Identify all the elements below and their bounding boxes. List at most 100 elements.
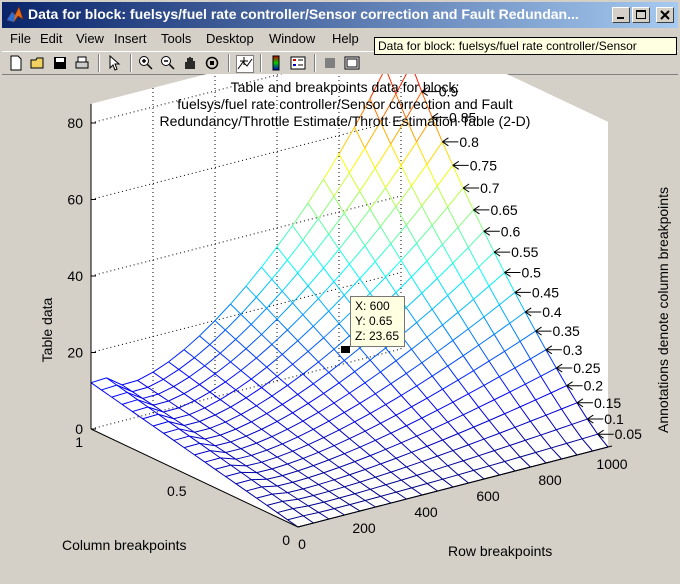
zoom-out-icon[interactable] bbox=[160, 55, 176, 71]
surface-mesh-line bbox=[405, 205, 423, 226]
pointer-icon[interactable] bbox=[106, 55, 122, 71]
y-axis-label: Column breakpoints bbox=[62, 537, 187, 553]
surface-mesh-line bbox=[163, 407, 180, 413]
surface-mesh-line bbox=[287, 329, 299, 342]
surface-mesh-line bbox=[416, 470, 433, 476]
surface-mesh-line bbox=[514, 358, 531, 369]
surface-mesh-line bbox=[530, 349, 547, 360]
surface-mesh-line bbox=[152, 400, 169, 406]
open-folder-icon[interactable] bbox=[30, 55, 46, 71]
annotation-arrow bbox=[504, 268, 521, 277]
surface-mesh-line bbox=[328, 212, 345, 235]
maximize-button[interactable] bbox=[632, 7, 650, 23]
surface-mesh-line bbox=[287, 488, 304, 494]
surface-mesh-line bbox=[127, 391, 143, 399]
surface-mesh-line bbox=[400, 260, 412, 278]
surface-mesh-line bbox=[540, 434, 552, 449]
legend-icon[interactable] bbox=[290, 55, 306, 71]
surface-mesh-line bbox=[550, 392, 562, 410]
surface-mesh-line bbox=[168, 421, 185, 426]
rotate-3d-icon[interactable] bbox=[204, 55, 220, 71]
surface-mesh-line bbox=[436, 278, 449, 296]
show-plot-tools-icon[interactable] bbox=[344, 55, 360, 71]
surface-mesh-line bbox=[494, 444, 510, 452]
menu-desktop[interactable]: Desktop bbox=[206, 31, 254, 46]
surface-mesh-line bbox=[452, 340, 464, 356]
data-cursor-icon[interactable] bbox=[236, 55, 254, 73]
surface-mesh-line bbox=[313, 465, 325, 474]
save-icon[interactable] bbox=[52, 55, 68, 71]
surface-mesh-line bbox=[318, 451, 330, 461]
menu-help[interactable]: Help bbox=[332, 31, 359, 46]
surface-mesh-line bbox=[561, 408, 573, 425]
menu-edit[interactable]: Edit bbox=[40, 31, 63, 46]
surface-mesh-line bbox=[359, 347, 371, 361]
menu-view[interactable]: View bbox=[76, 31, 104, 46]
surface-mesh-line bbox=[385, 404, 397, 416]
minimize-button[interactable] bbox=[612, 7, 630, 23]
surface-mesh-line bbox=[276, 485, 288, 494]
surface-mesh-line bbox=[307, 267, 324, 287]
surface-mesh-line bbox=[406, 466, 418, 476]
pan-icon[interactable] bbox=[182, 55, 198, 71]
surface-mesh-line bbox=[344, 481, 361, 488]
surface-mesh-line bbox=[400, 165, 412, 187]
surface-mesh-line bbox=[519, 330, 536, 342]
surface-mesh-line bbox=[447, 206, 459, 228]
surface-mesh-line bbox=[328, 420, 340, 431]
surface-mesh-line bbox=[488, 420, 500, 434]
surface-mesh-line bbox=[194, 344, 211, 359]
surface-mesh-line bbox=[387, 74, 397, 95]
menu-tools[interactable]: Tools bbox=[161, 31, 192, 46]
surface-mesh-line bbox=[462, 187, 474, 211]
surface-mesh-line bbox=[333, 281, 345, 296]
surface-mesh-line bbox=[276, 375, 288, 386]
surface-mesh-line bbox=[406, 362, 423, 374]
menu-file[interactable]: File bbox=[10, 31, 31, 46]
surface-mesh-line bbox=[344, 446, 361, 455]
annotation-label: 0.6 bbox=[501, 223, 521, 239]
surface-mesh-line bbox=[287, 492, 299, 500]
surface-mesh-line bbox=[281, 354, 293, 365]
close-button[interactable] bbox=[656, 7, 674, 23]
surface-mesh-line bbox=[106, 377, 118, 386]
surface-mesh-line bbox=[230, 361, 242, 371]
surface-mesh-line bbox=[509, 383, 526, 393]
print-icon[interactable] bbox=[74, 55, 90, 71]
surface-mesh-line bbox=[344, 453, 356, 463]
surface-mesh-line bbox=[282, 436, 299, 445]
matlab-logo-icon bbox=[6, 6, 24, 23]
data-tip[interactable]: X: 600 Y: 0.65 Z: 23.65 bbox=[350, 296, 405, 347]
surface-mesh-line bbox=[586, 418, 599, 435]
surface-mesh-line bbox=[432, 421, 448, 430]
surface-mesh-line bbox=[364, 469, 376, 478]
surface-mesh-line bbox=[457, 433, 469, 446]
surface-mesh-line bbox=[219, 399, 231, 408]
menu-insert[interactable]: Insert bbox=[114, 31, 147, 46]
surface-mesh-line bbox=[90, 382, 102, 391]
surface-mesh-line bbox=[246, 486, 262, 492]
new-file-icon[interactable] bbox=[8, 55, 24, 71]
surface-mesh-line bbox=[483, 376, 500, 386]
surface-mesh-line bbox=[365, 495, 381, 501]
zoom-in-icon[interactable] bbox=[138, 55, 154, 71]
surface-mesh-line bbox=[317, 218, 330, 235]
surface-mesh-line bbox=[473, 360, 490, 372]
hide-plot-tools-icon[interactable] bbox=[322, 55, 338, 71]
surface-mesh-line bbox=[390, 425, 407, 434]
annotation-label: 0.2 bbox=[584, 378, 604, 394]
data-cursor-marker[interactable] bbox=[341, 346, 350, 353]
surface-mesh-line bbox=[245, 435, 257, 444]
surface-mesh-line bbox=[364, 147, 376, 169]
surface-mesh-line bbox=[261, 334, 273, 345]
surface-mesh-line bbox=[566, 443, 578, 456]
menu-window[interactable]: Window bbox=[269, 31, 316, 46]
surface-mesh-line bbox=[405, 307, 418, 323]
surface-mesh-line bbox=[152, 421, 169, 427]
title-bar[interactable]: Data for block: fuelsys/fuel rate contro… bbox=[2, 2, 678, 28]
surface-mesh-line bbox=[328, 486, 345, 492]
colorbar-icon[interactable] bbox=[268, 55, 284, 71]
surface-mesh-line bbox=[287, 428, 299, 438]
surface-mesh-line bbox=[354, 126, 366, 149]
